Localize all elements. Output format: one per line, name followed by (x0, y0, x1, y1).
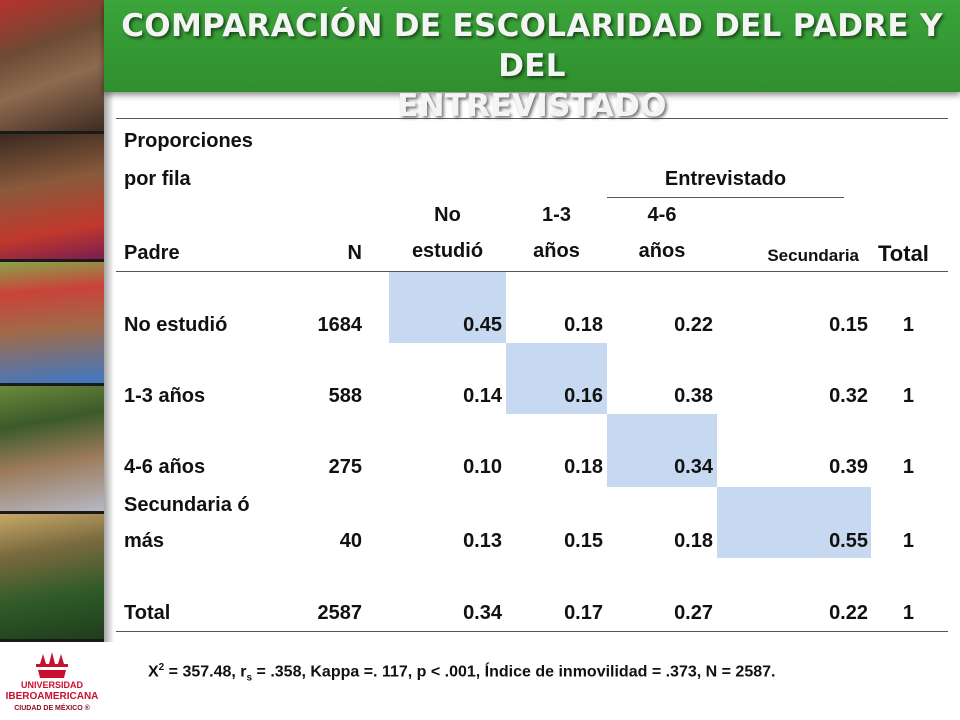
portrait-photo-smiling-man (0, 262, 104, 386)
row-total: 1 (902, 385, 914, 407)
col-header-13-2: años (533, 240, 580, 262)
portrait-photo-mother-child (0, 386, 104, 514)
col-header-46-2: años (638, 240, 686, 262)
university-logo: UNIVERSIDAD IBEROAMERICANA CIUDAD DE MÉX… (0, 642, 104, 720)
group-header-rule (607, 197, 844, 198)
row-total: 1 (902, 314, 914, 336)
logo-text-city: CIUDAD DE MÉXICO ® (14, 705, 90, 712)
row-label-continued: más (124, 530, 165, 552)
row-n: 1684 (317, 314, 363, 336)
row-n: 588 (328, 385, 362, 407)
footnote-r-sub: s (246, 672, 253, 684)
table-caption-line1: Proporciones (124, 130, 253, 152)
col-header-secundaria: Secundaria (767, 246, 859, 265)
proportions-table: Proporciones por fila Entrevistado Padre… (116, 0, 950, 640)
row-n: 275 (328, 456, 362, 478)
row-value-no-estudio: 0.45 (463, 314, 502, 336)
row-label: No estudió (124, 314, 228, 336)
footnote-x-sup: 2 (158, 662, 165, 673)
row-value-secundaria: 0.55 (829, 530, 868, 552)
row-value-46: 0.22 (674, 314, 713, 336)
footnote-part2: = .358, Kappa =. 117, p < .001, Índice d… (252, 663, 776, 681)
table-caption-line2: por fila (124, 168, 191, 190)
crest-icon (36, 652, 68, 678)
footnote-x: X (148, 663, 159, 681)
logo-text-universidad: UNIVERSIDAD (20, 680, 83, 690)
row-total: 1 (902, 530, 914, 552)
table-top-rule (116, 118, 948, 119)
highlight-cell-no-estudio (389, 272, 506, 343)
row-value-46: 0.18 (674, 530, 713, 552)
row-label: Total (124, 602, 171, 624)
row-value-no-estudio: 0.10 (463, 456, 502, 478)
portrait-photo-farmer (0, 514, 104, 642)
logo-text-iberoamericana: IBEROAMERICANA (5, 691, 99, 702)
row-value-no-estudio: 0.14 (463, 385, 502, 407)
statistics-footnote: X2 = 357.48, rs = .358, Kappa =. 117, p … (148, 662, 938, 684)
row-n: 2587 (317, 602, 363, 624)
row-value-no-estudio: 0.13 (463, 530, 502, 552)
row-value-secundaria: 0.15 (829, 314, 868, 336)
highlight-cell-secundaria (717, 487, 871, 558)
row-label: 4-6 años (124, 456, 206, 478)
row-value-46: 0.38 (674, 385, 713, 407)
col-header-total: Total (878, 241, 929, 266)
row-value-46: 0.27 (674, 602, 713, 624)
row-value-13: 0.18 (564, 456, 603, 478)
portrait-photo-woman (0, 134, 104, 262)
row-total: 1 (902, 602, 914, 624)
table-bottom-rule (116, 631, 948, 632)
photo-strip-shadow (104, 0, 114, 642)
footnote-part1: = 357.48, r (164, 663, 247, 681)
group-header-entrevistado: Entrevistado (664, 168, 787, 190)
row-value-13: 0.17 (564, 602, 603, 624)
col-header-13-1: 1-3 (542, 204, 571, 226)
row-value-13: 0.18 (564, 314, 603, 336)
row-value-46: 0.34 (674, 456, 713, 478)
col-header-46-1: 4-6 (647, 204, 677, 226)
portrait-photo-elder-man (0, 0, 104, 134)
col-header-no-estudio-1: No (434, 204, 461, 226)
row-value-secundaria: 0.39 (829, 456, 868, 478)
row-value-secundaria: 0.22 (829, 602, 868, 624)
photo-strip (0, 0, 104, 642)
highlight-cell-46 (607, 414, 717, 487)
row-value-no-estudio: 0.34 (463, 602, 502, 624)
row-label: Secundaria ó (124, 494, 250, 516)
row-total: 1 (902, 456, 914, 478)
row-label: 1-3 años (124, 385, 206, 407)
col-header-n: N (347, 242, 362, 264)
row-value-13: 0.15 (564, 530, 603, 552)
row-value-13: 0.16 (564, 385, 603, 407)
highlight-cell-13 (506, 343, 607, 414)
slide-title-line1: COMPARACIÓN DE ESCOLARIDAD DEL PADRE Y D… (121, 8, 943, 84)
row-n: 40 (339, 530, 362, 552)
col-header-no-estudio-2: estudió (411, 240, 484, 262)
header-bottom-rule (116, 271, 948, 272)
row-value-secundaria: 0.32 (829, 385, 868, 407)
col-header-padre: Padre (124, 242, 180, 264)
